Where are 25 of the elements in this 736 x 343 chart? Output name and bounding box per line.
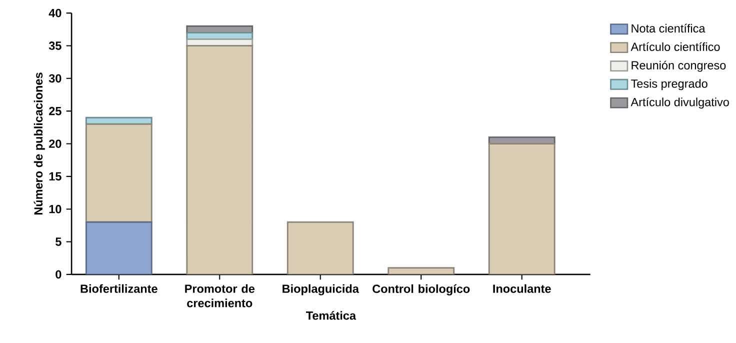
y-tick-label: 15 [49, 172, 62, 181]
x-axis-title: Temática [306, 311, 356, 320]
y-tick-label: 20 [49, 140, 62, 148]
legend-label: Nota científica [632, 24, 706, 33]
bar [186, 45, 254, 274]
legend-label: Reunión congreso [632, 60, 726, 72]
legend-label: Tesis pregrado [631, 79, 708, 90]
bar [488, 143, 556, 274]
x-tick-label: Bioplaguicida [282, 284, 360, 296]
y-tick-label: 40 [48, 8, 62, 18]
x-tick-label: Promotor de crecimiento [185, 284, 255, 308]
y-tick-label: 35 [48, 42, 62, 50]
x-tick-label: Inoculante [493, 284, 551, 293]
y-axis-title: Número de publicaciones [34, 72, 45, 215]
y-tick-label: 5 [56, 238, 62, 246]
y-tick-label: 25 [49, 106, 62, 116]
x-tick-label: Biofertilizante [80, 284, 158, 293]
y-tick-label: 10 [49, 204, 62, 214]
bar [286, 221, 354, 274]
y-tick-label: 0 [56, 270, 62, 279]
bar [85, 123, 152, 223]
x-tick-label: Control biologíco [372, 284, 470, 296]
y-tick-label: 30 [48, 74, 62, 83]
legend-label: Artículo divulgativo [630, 97, 729, 109]
legend-label: Artículo científico [630, 42, 720, 52]
